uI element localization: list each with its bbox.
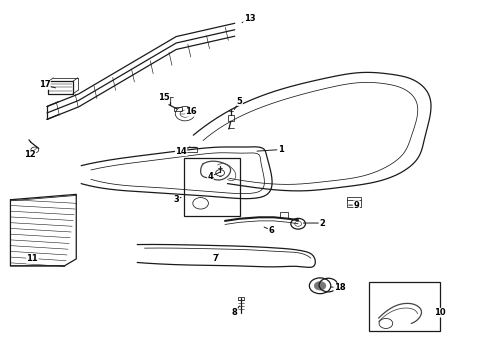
Text: 8: 8 — [231, 308, 237, 317]
Text: 3: 3 — [173, 195, 179, 204]
Text: 9: 9 — [353, 201, 359, 210]
Text: 15: 15 — [158, 93, 169, 102]
Bar — [228, 116, 234, 121]
Text: 10: 10 — [433, 308, 445, 317]
Text: 6: 6 — [268, 226, 274, 235]
Text: 16: 16 — [184, 107, 196, 116]
Text: 13: 13 — [243, 14, 255, 23]
Text: 18: 18 — [333, 283, 345, 292]
Text: 7: 7 — [212, 255, 218, 264]
Text: 12: 12 — [24, 150, 36, 159]
Text: 4: 4 — [207, 172, 213, 181]
Bar — [173, 107, 181, 111]
Text: 17: 17 — [39, 81, 50, 90]
Bar — [279, 212, 288, 218]
Text: 5: 5 — [236, 96, 242, 105]
Circle shape — [314, 282, 325, 290]
Bar — [368, 282, 439, 330]
Text: 1: 1 — [278, 145, 284, 154]
Bar — [183, 147, 197, 152]
Text: 14: 14 — [175, 147, 186, 156]
Bar — [183, 158, 239, 216]
Text: 2: 2 — [319, 219, 325, 228]
Bar — [237, 297, 244, 300]
Text: 11: 11 — [26, 255, 38, 264]
Bar — [346, 197, 360, 207]
